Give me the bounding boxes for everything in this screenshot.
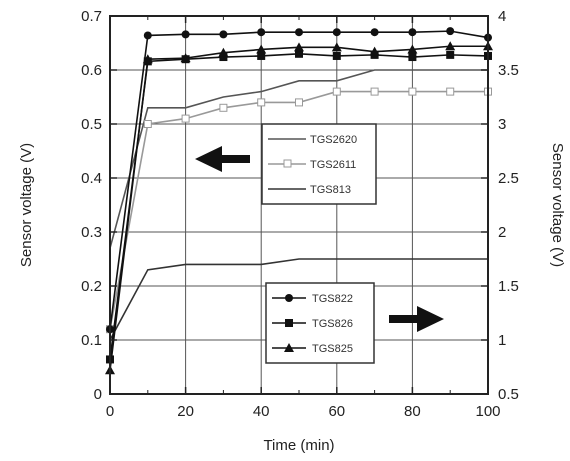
point-tgs826 [332,51,341,60]
x-tick-label: 80 [404,403,421,420]
y-right-tick-label: 3 [498,116,506,133]
point-tgs825 [256,44,267,54]
point-tgs825 [407,44,418,54]
series-line-tgs2620 [109,69,488,249]
point-tgs826 [408,53,417,62]
point-tgs822 [181,30,190,39]
point-tgs2611 [408,87,417,96]
legend-label-tgs826: TGS826 [312,318,353,330]
series-line-tgs813 [109,258,488,341]
point-tgs825 [331,42,342,52]
x-tick-label: 60 [328,403,345,420]
point-tgs822 [370,28,379,37]
legend-marker-tgs825 [284,343,294,352]
point-tgs822 [295,28,303,37]
legend-label-tgs2620: TGS2620 [310,134,357,146]
legend-marker-tgs822 [285,294,293,302]
point-tgs2611 [370,87,379,96]
point-tgs825 [180,53,191,63]
legend-label-tgs822: TGS822 [312,293,353,305]
left-y-axis-title: Sensor voltage (V) [18,143,35,267]
legend-label-tgs813: TGS813 [310,184,351,196]
right-y-axis-title: Sensor voltage (V) [549,143,566,267]
y-left-tick-label: 0 [94,386,102,403]
point-tgs2611 [219,103,228,112]
point-tgs2611 [446,87,455,96]
x-tick-label: 100 [475,403,500,420]
x-axis-title: Time (min) [263,437,334,454]
y-left-tick-label: 0.2 [81,278,102,295]
tick-marks [109,15,489,395]
y-left-tick-label: 0.3 [81,224,102,241]
y-right-tick-label: 2 [498,224,506,241]
y-left-tick-label: 0.6 [81,62,102,79]
point-tgs2611 [332,87,341,96]
y-left-tick-label: 0.7 [81,8,102,25]
x-tick-label: 20 [177,403,194,420]
point-tgs825 [445,41,456,51]
left-axis-arrow-icon [195,146,250,172]
x-tick-label: 40 [253,403,270,420]
point-tgs2611 [295,98,303,107]
point-tgs826 [257,51,266,60]
legend-right-box: TGS822 TGS826 TGS825 [265,282,375,364]
legend-left-box: TGS2620 TGS2611 TGS813 [261,123,377,205]
legend-label-tgs2611: TGS2611 [310,159,356,171]
point-tgs826 [295,49,303,58]
point-tgs825 [294,42,304,52]
y-left-tick-label: 0.4 [81,170,102,187]
point-tgs822 [332,28,341,37]
y-left-tick-label: 0.1 [81,332,102,349]
point-tgs822 [408,28,417,37]
point-tgs826 [446,50,455,59]
legend-marker-tgs2611 [283,159,292,168]
y-left-tick-label: 0.5 [81,116,102,133]
series-lines [105,27,493,375]
point-tgs825 [142,54,153,64]
x-tick-label: 0 [106,403,114,420]
point-tgs822 [257,28,266,37]
point-tgs822 [143,31,152,40]
legend-left-frame [261,123,377,205]
point-tgs2611 [257,98,266,107]
y-right-tick-label: 4 [498,8,506,25]
point-tgs822 [446,27,455,36]
legend-label-tgs825: TGS825 [312,343,353,355]
legend-marker-tgs826 [285,319,293,327]
right-axis-arrow-icon [389,306,444,332]
y-right-tick-label: 1.5 [498,278,519,295]
point-tgs825 [369,46,380,56]
tick-labels: 0 20 40 60 80 100 0 0.1 0.2 0.3 0.4 0.5 0.6 0.7 0.5 1 1.… [81,8,519,420]
point-tgs826 [219,53,228,62]
point-tgs825 [218,47,229,57]
y-right-tick-label: 1 [498,332,506,349]
y-right-tick-label: 2.5 [498,170,519,187]
point-tgs2611 [143,120,152,128]
point-tgs2611 [181,114,190,123]
y-right-tick-label: 0.5 [498,386,519,403]
point-tgs822 [219,30,228,39]
y-right-tick-label: 3.5 [498,62,519,79]
